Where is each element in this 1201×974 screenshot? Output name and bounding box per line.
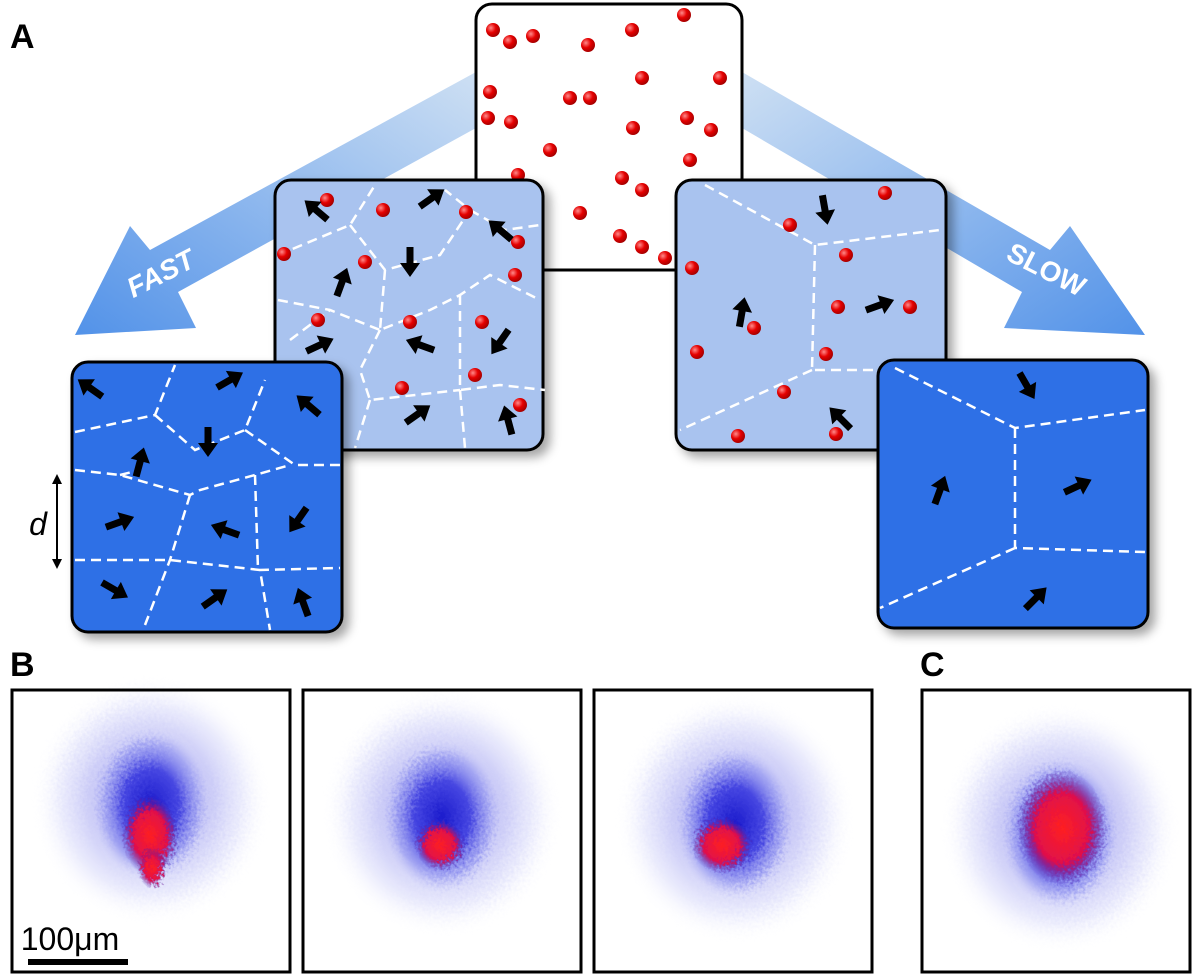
particle: [829, 427, 843, 441]
image-frame: [10, 688, 292, 974]
particle: [483, 85, 497, 99]
density-peak: [692, 817, 752, 873]
particle: [583, 91, 597, 105]
particle: [731, 429, 745, 443]
particle: [625, 23, 639, 37]
particle: [690, 345, 704, 359]
particle: [581, 38, 595, 52]
image-frame: [301, 688, 583, 974]
particle: [563, 91, 577, 105]
particle: [481, 111, 495, 125]
images: [10, 675, 1200, 974]
scale-bar-label: 100μm: [21, 921, 119, 957]
particle: [376, 203, 390, 217]
particle: [395, 381, 409, 395]
grain-boundary: [879, 366, 1146, 610]
density-peak: [122, 795, 178, 875]
particle: [526, 29, 540, 43]
density-peak: [1017, 770, 1107, 886]
particles: [277, 193, 527, 412]
particle: [658, 251, 672, 265]
particle: [839, 248, 853, 262]
particle: [704, 123, 718, 137]
particle: [777, 385, 791, 399]
particle: [543, 143, 557, 157]
particle: [403, 315, 417, 329]
panel-label: B: [10, 646, 35, 684]
particle: [831, 300, 845, 314]
particle: [615, 171, 629, 185]
particle: [475, 315, 489, 329]
particle: [783, 218, 797, 232]
particles: [685, 186, 917, 443]
particle: [613, 229, 627, 243]
particle: [508, 268, 522, 282]
panel-label: A: [10, 18, 35, 56]
density-peak: [415, 820, 465, 870]
panel-a: A FAST SLOW d: [10, 2, 1150, 634]
particle: [320, 193, 334, 207]
density-peak: [138, 848, 166, 888]
particle: [683, 153, 697, 167]
particle: [747, 321, 761, 335]
particle: [459, 205, 473, 219]
particle: [626, 121, 640, 135]
particle: [486, 23, 500, 37]
particle: [713, 71, 727, 85]
particle: [635, 71, 649, 85]
image-frame: [592, 688, 874, 974]
particle: [635, 183, 649, 197]
image-frame: [920, 688, 1192, 974]
particle: [685, 261, 699, 275]
particle: [311, 313, 325, 327]
particle: [358, 255, 372, 269]
particle: [819, 347, 833, 361]
panel-b: B 100μm: [10, 646, 1200, 974]
particle: [468, 368, 482, 382]
particle: [504, 115, 518, 129]
density-core: [380, 737, 504, 897]
particle: [277, 247, 291, 261]
box-slow-dark: [876, 358, 1150, 630]
particle: [878, 186, 892, 200]
particle: [513, 398, 527, 412]
particle: [573, 206, 587, 220]
particle: [503, 35, 517, 49]
particles: [481, 8, 727, 265]
particle: [680, 111, 694, 125]
panel-c: C: [920, 646, 945, 684]
grain-boundary: [74, 364, 341, 631]
panel-label: C: [920, 646, 945, 684]
box-fast-dark: [70, 360, 344, 634]
particle: [511, 235, 525, 249]
dimension-label: d: [29, 506, 48, 542]
particle: [635, 240, 649, 254]
particle: [677, 8, 691, 22]
grain-boundary: [679, 183, 941, 432]
dimension-marker: [52, 474, 62, 569]
particle: [903, 300, 917, 314]
